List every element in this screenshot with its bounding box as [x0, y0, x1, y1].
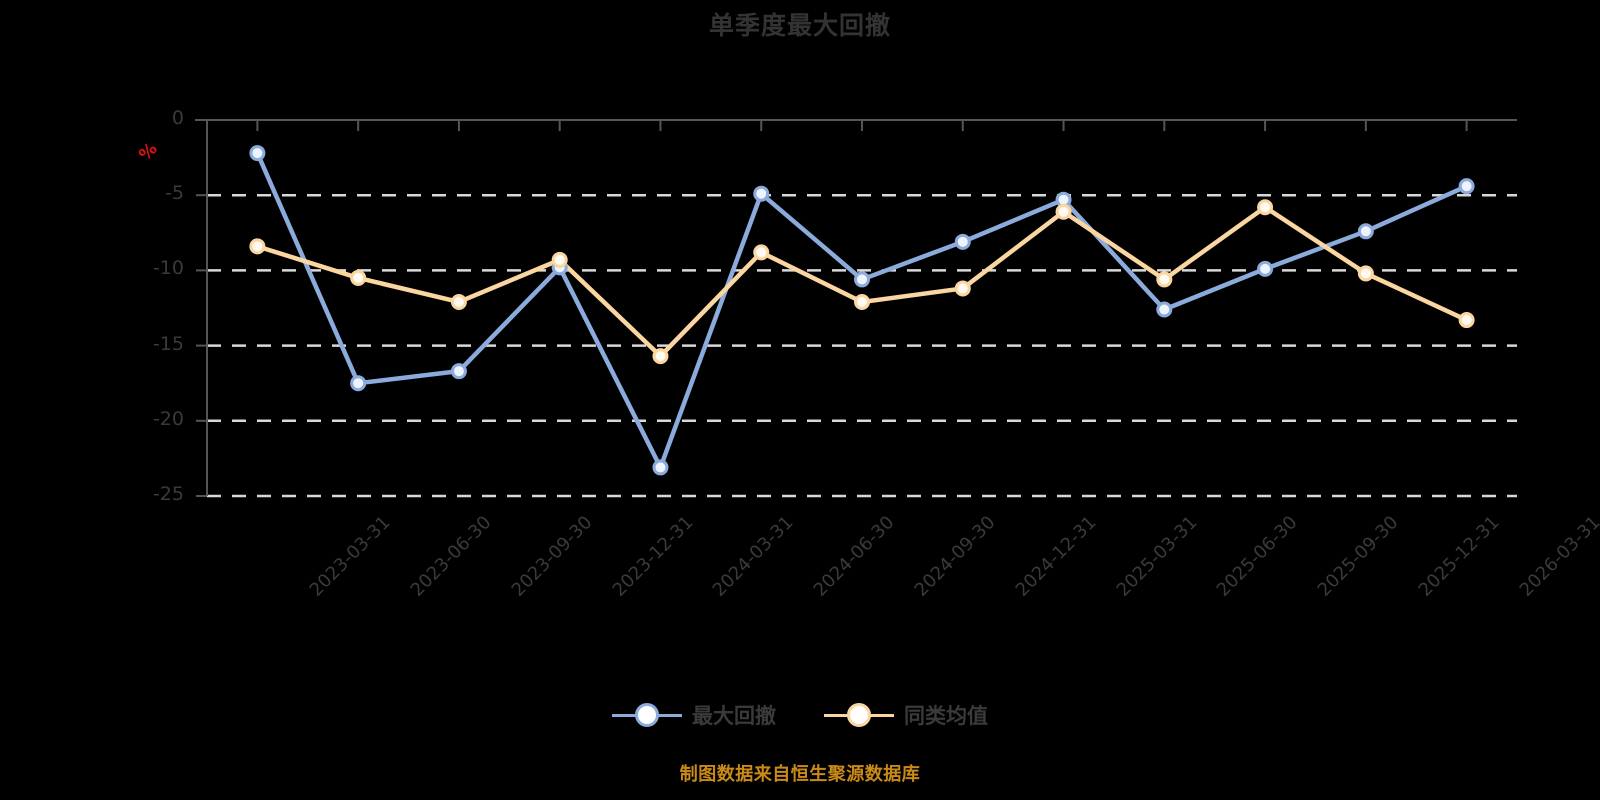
data-point[interactable] — [1458, 312, 1475, 329]
chart-title: 单季度最大回撤 — [708, 11, 891, 40]
y-tick-label: -5 — [165, 182, 184, 205]
data-point[interactable] — [652, 348, 669, 365]
data-point[interactable] — [753, 244, 770, 261]
chart-legend: 最大回撤 同类均值 — [0, 700, 1600, 730]
data-point[interactable] — [1357, 223, 1374, 240]
legend-item-1[interactable]: 同类均值 — [824, 700, 988, 730]
data-point[interactable] — [1156, 271, 1173, 288]
legend-swatch — [824, 702, 894, 728]
data-point[interactable] — [652, 459, 669, 476]
data-point[interactable] — [854, 271, 870, 288]
y-tick-label: -15 — [152, 332, 184, 355]
data-point[interactable] — [249, 238, 266, 255]
gridlines-group — [207, 193, 1517, 498]
data-point[interactable] — [1257, 199, 1274, 216]
y-tick-label: 0 — [171, 107, 184, 129]
data-point[interactable] — [450, 363, 467, 380]
data-point[interactable] — [1257, 260, 1274, 277]
y-tick-label: -10 — [152, 257, 184, 280]
data-point[interactable] — [954, 233, 971, 250]
legend-swatch — [612, 702, 682, 728]
data-point[interactable] — [350, 375, 367, 392]
y-tick-label: -20 — [152, 407, 184, 430]
axes-group — [195, 119, 1517, 497]
legend-marker-dot — [847, 703, 871, 727]
x-tickmarks-group — [256, 120, 1468, 131]
data-point[interactable] — [551, 251, 568, 268]
legend-marker-dot — [635, 703, 659, 727]
y-tick-label: -25 — [152, 483, 184, 505]
data-point[interactable] — [753, 185, 770, 202]
data-point[interactable] — [854, 293, 870, 310]
data-point[interactable] — [450, 293, 467, 310]
data-point[interactable] — [1055, 203, 1072, 220]
data-point[interactable] — [1458, 178, 1475, 195]
data-point[interactable] — [954, 280, 971, 297]
data-point[interactable] — [1156, 301, 1173, 318]
legend-item-0[interactable]: 最大回撤 — [612, 700, 776, 730]
legend-label: 同类均值 — [904, 704, 988, 728]
data-point[interactable] — [1357, 265, 1374, 282]
data-point[interactable] — [350, 269, 367, 286]
data-point[interactable] — [249, 145, 266, 162]
data-series-group — [249, 145, 1475, 476]
footer-watermark: 制图数据来自恒生聚源数据库 — [679, 764, 921, 785]
legend-label: 最大回撤 — [692, 704, 776, 728]
